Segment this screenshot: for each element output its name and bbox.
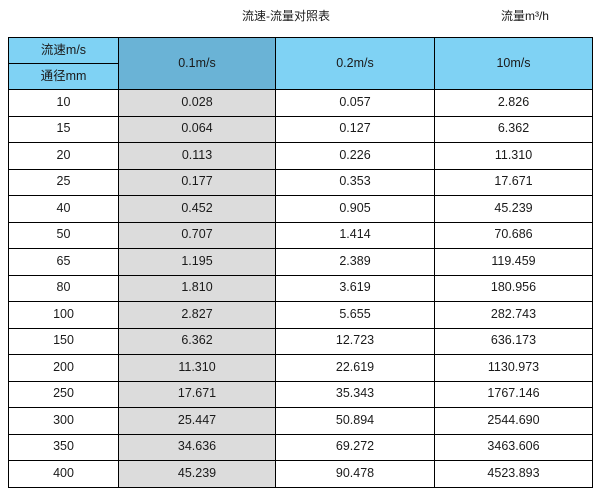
- cell-v-0-1ms: 45.239: [118, 460, 276, 488]
- cell-v-0-2ms: 50.894: [275, 407, 435, 435]
- cell-v-0-2ms: 22.619: [275, 354, 435, 382]
- cell-v-10ms: 17.671: [434, 168, 593, 196]
- cell-v-0-2ms: 35.343: [275, 380, 435, 408]
- table-row: 150 6.362 12.723 636.173: [8, 327, 593, 355]
- cell-v-0-1ms: 2.827: [118, 301, 276, 329]
- cell-dn: 100: [8, 301, 119, 329]
- cell-v-0-1ms: 0.452: [118, 195, 276, 223]
- cell-dn: 65: [8, 248, 119, 276]
- table-row: 15 0.064 0.127 6.362: [8, 115, 593, 143]
- cell-v-0-2ms: 0.353: [275, 168, 435, 196]
- cell-v-0-1ms: 6.362: [118, 327, 276, 355]
- cell-v-10ms: 1130.973: [434, 354, 593, 382]
- cell-dn: 25: [8, 168, 119, 196]
- cell-dn: 15: [8, 115, 119, 143]
- cell-dn: 200: [8, 354, 119, 382]
- header-row-bottom: 通径mm: [8, 63, 593, 90]
- table-row: 20 0.113 0.226 11.310: [8, 142, 593, 170]
- table-header: 流速m/s 0.1m/s 0.2m/s 10m/s 通径mm: [8, 37, 593, 90]
- cell-v-10ms: 4523.893: [434, 460, 593, 488]
- table-row: 25 0.177 0.353 17.671: [8, 168, 593, 196]
- cell-v-10ms: 3463.606: [434, 433, 593, 461]
- cell-v-0-1ms: 0.707: [118, 221, 276, 249]
- table-body: 10 0.028 0.057 2.826 15 0.064 0.127 6.36…: [8, 89, 593, 488]
- cell-dn: 80: [8, 274, 119, 302]
- cell-dn: 40: [8, 195, 119, 223]
- header-column-0: 0.1m/s: [118, 37, 276, 90]
- header-column-1: 0.2m/s: [275, 37, 435, 90]
- cell-dn: 150: [8, 327, 119, 355]
- table-row: 250 17.671 35.343 1767.146: [8, 380, 593, 408]
- cell-v-0-2ms: 69.272: [275, 433, 435, 461]
- cell-v-10ms: 2544.690: [434, 407, 593, 435]
- cell-v-0-1ms: 17.671: [118, 380, 276, 408]
- table-row: 65 1.195 2.389 119.459: [8, 248, 593, 276]
- cell-dn: 250: [8, 380, 119, 408]
- table-row: 200 11.310 22.619 1130.973: [8, 354, 593, 382]
- cell-v-0-2ms: 5.655: [275, 301, 435, 329]
- cell-v-0-1ms: 25.447: [118, 407, 276, 435]
- cell-v-10ms: 2.826: [434, 89, 593, 117]
- page-title: 流速-流量对照表: [242, 9, 330, 23]
- flow-comparison-table-wrap: 流速m/s 0.1m/s 0.2m/s 10m/s 通径mm 10 0.028 …: [8, 37, 593, 488]
- cell-v-0-2ms: 12.723: [275, 327, 435, 355]
- cell-v-0-1ms: 34.636: [118, 433, 276, 461]
- cell-v-10ms: 1767.146: [434, 380, 593, 408]
- table-row: 10 0.028 0.057 2.826: [8, 89, 593, 117]
- cell-dn: 400: [8, 460, 119, 488]
- cell-v-0-2ms: 1.414: [275, 221, 435, 249]
- flow-unit-label: 流量m³/h: [500, 9, 549, 23]
- table-row: 100 2.827 5.655 282.743: [8, 301, 593, 329]
- cell-v-10ms: 636.173: [434, 327, 593, 355]
- cell-v-10ms: 70.686: [434, 221, 593, 249]
- cell-v-0-2ms: 0.057: [275, 89, 435, 117]
- table-row: 350 34.636 69.272 3463.606: [8, 433, 593, 461]
- header-column-2: 10m/s: [434, 37, 593, 90]
- cell-v-10ms: 6.362: [434, 115, 593, 143]
- table-row: 50 0.707 1.414 70.686: [8, 221, 593, 249]
- cell-v-0-1ms: 1.810: [118, 274, 276, 302]
- cell-v-0-1ms: 0.177: [118, 168, 276, 196]
- cell-v-10ms: 282.743: [434, 301, 593, 329]
- cell-v-0-1ms: 0.064: [118, 115, 276, 143]
- header-diameter-label: 通径mm: [8, 63, 119, 90]
- cell-v-0-1ms: 1.195: [118, 248, 276, 276]
- cell-v-10ms: 11.310: [434, 142, 593, 170]
- cell-v-10ms: 180.956: [434, 274, 593, 302]
- cell-dn: 50: [8, 221, 119, 249]
- table-row: 400 45.239 90.478 4523.893: [8, 460, 593, 488]
- cell-v-0-2ms: 0.226: [275, 142, 435, 170]
- header-row-top: 流速m/s 0.1m/s 0.2m/s 10m/s: [8, 37, 593, 90]
- table-row: 80 1.810 3.619 180.956: [8, 274, 593, 302]
- cell-v-0-2ms: 90.478: [275, 460, 435, 488]
- cell-v-0-2ms: 2.389: [275, 248, 435, 276]
- table-row: 40 0.452 0.905 45.239: [8, 195, 593, 223]
- caption-row: 流速-流量对照表 流量m³/h: [0, 0, 600, 36]
- cell-dn: 10: [8, 89, 119, 117]
- cell-v-10ms: 119.459: [434, 248, 593, 276]
- header-velocity-label: 流速m/s: [8, 37, 119, 64]
- cell-v-0-2ms: 3.619: [275, 274, 435, 302]
- table-row: 300 25.447 50.894 2544.690: [8, 407, 593, 435]
- cell-v-0-1ms: 11.310: [118, 354, 276, 382]
- cell-dn: 20: [8, 142, 119, 170]
- cell-v-0-1ms: 0.028: [118, 89, 276, 117]
- cell-v-0-2ms: 0.905: [275, 195, 435, 223]
- cell-dn: 300: [8, 407, 119, 435]
- cell-v-10ms: 45.239: [434, 195, 593, 223]
- flow-comparison-table: 流速m/s 0.1m/s 0.2m/s 10m/s 通径mm 10 0.028 …: [8, 37, 593, 488]
- cell-dn: 350: [8, 433, 119, 461]
- cell-v-0-1ms: 0.113: [118, 142, 276, 170]
- cell-v-0-2ms: 0.127: [275, 115, 435, 143]
